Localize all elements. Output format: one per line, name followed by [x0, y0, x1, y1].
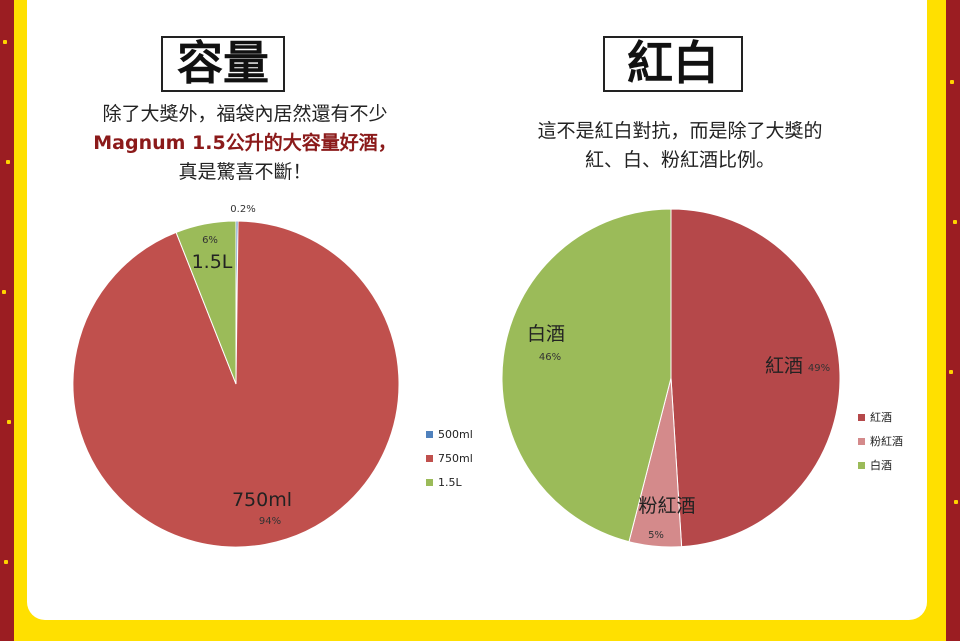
- red-white-desc-line-1: 這不是紅白對抗，而是除了大獎的: [537, 120, 823, 142]
- capacity-description: 除了大獎外，福袋內居然還有不少 Magnum 1.5公升的大容量好酒， 真是驚喜…: [60, 100, 430, 187]
- legend-item-white-wine: 白酒: [858, 453, 903, 477]
- confetti: [954, 500, 958, 504]
- capacity-desc-line-1: 除了大獎外，福袋內居然還有不少: [102, 103, 388, 125]
- slice-label-750ml: 750ml: [232, 489, 292, 511]
- slice-label-rose-wine: 粉紅酒: [638, 495, 695, 517]
- confetti: [2, 290, 6, 294]
- confetti: [953, 220, 957, 224]
- legend-swatch: [426, 478, 433, 486]
- pct-label-white-wine: 46%: [539, 352, 561, 363]
- pct-label-rose-wine: 5%: [648, 530, 664, 541]
- legend-item-1.5l: 1.5L: [426, 470, 473, 494]
- legend-item-750ml: 750ml: [426, 446, 473, 470]
- wine-color-legend: 紅酒 粉紅酒 白酒: [858, 405, 903, 477]
- frame-right-border: [946, 0, 960, 641]
- pct-label-750ml: 94%: [259, 516, 281, 527]
- legend-swatch: [858, 413, 865, 421]
- legend-item-500ml: 500ml: [426, 422, 473, 446]
- legend-label: 750ml: [438, 451, 473, 465]
- capacity-legend: 500ml 750ml 1.5L: [426, 422, 473, 494]
- legend-item-rose-wine: 粉紅酒: [858, 429, 903, 453]
- pct-label-red-wine: 49%: [808, 363, 830, 374]
- pct-label-1.5l: 6%: [202, 235, 218, 246]
- frame-left-border: [0, 0, 14, 641]
- confetti: [6, 160, 10, 164]
- legend-swatch: [858, 437, 865, 445]
- slice-label-red-wine: 紅酒: [765, 355, 803, 377]
- slice-label-1.5l: 1.5L: [192, 251, 233, 273]
- legend-label: 紅酒: [870, 411, 892, 424]
- red-white-title: 紅白: [603, 36, 743, 92]
- red-white-description: 這不是紅白對抗，而是除了大獎的 紅、白、粉紅酒比例。: [500, 117, 860, 175]
- confetti: [4, 560, 8, 564]
- confetti: [3, 40, 7, 44]
- confetti: [950, 80, 954, 84]
- legend-swatch: [426, 430, 433, 438]
- pct-label-500ml: 0.2%: [230, 204, 255, 215]
- legend-label: 500ml: [438, 427, 473, 441]
- slice-label-white-wine: 白酒: [527, 323, 565, 345]
- capacity-title: 容量: [161, 36, 285, 92]
- red-white-desc-line-2: 紅、白、粉紅酒比例。: [584, 149, 775, 171]
- legend-item-red-wine: 紅酒: [858, 405, 903, 429]
- confetti: [7, 420, 11, 424]
- legend-swatch: [426, 454, 433, 462]
- legend-label: 白酒: [870, 459, 892, 472]
- legend-label: 粉紅酒: [870, 435, 903, 448]
- pie-slice-白酒: [501, 208, 672, 543]
- legend-swatch: [858, 461, 865, 469]
- legend-label: 1.5L: [438, 475, 462, 489]
- confetti: [949, 370, 953, 374]
- capacity-desc-line-2: Magnum 1.5公升的大容量好酒，: [93, 132, 397, 154]
- capacity-desc-line-3: 真是驚喜不斷！: [178, 161, 312, 183]
- pie-slice-紅酒: [670, 208, 841, 548]
- pie-slice-1.5L: [175, 220, 237, 385]
